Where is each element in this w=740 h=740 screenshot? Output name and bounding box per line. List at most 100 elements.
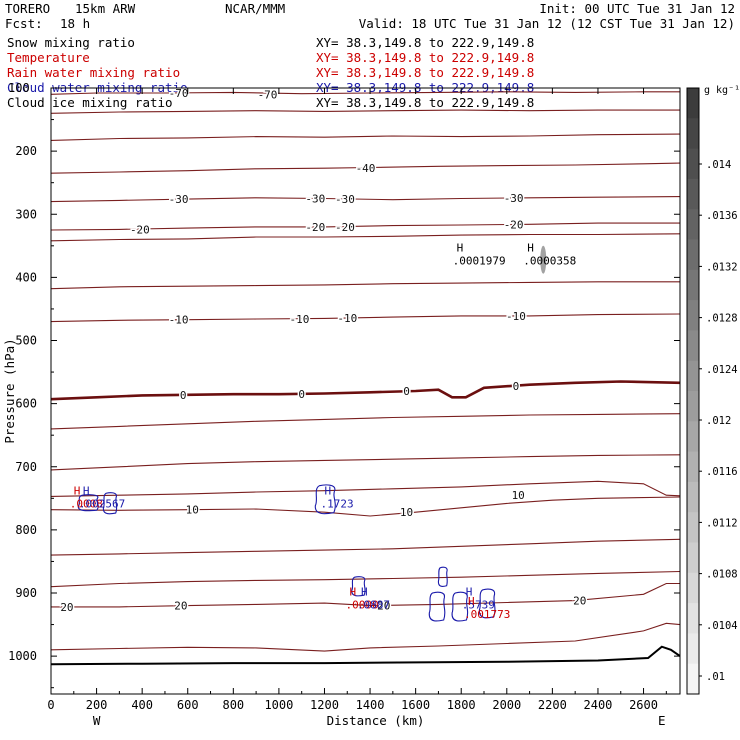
cloud-water-contour: [478, 588, 496, 619]
isotherm-label: 20: [377, 600, 390, 613]
cloud-water-contour: [437, 566, 448, 587]
colorbar-segment: [687, 663, 699, 695]
colorbar-tick-label: .0108: [706, 569, 738, 581]
colorbar-frame: [686, 87, 700, 695]
y-tick-label: 300: [15, 207, 37, 221]
isotherm-label: -20: [305, 221, 325, 234]
colorbar-segment: [687, 300, 699, 331]
isotherm-line: [50, 162, 681, 174]
org-name: NCAR/MMM: [225, 1, 285, 16]
colorbar-segment: [687, 512, 699, 543]
isotherm-line: [50, 496, 681, 517]
isotherm-line: [50, 109, 680, 114]
colorbar-segment: [687, 269, 699, 301]
west-label: W: [93, 713, 101, 728]
y-tick-label: 200: [15, 144, 37, 158]
x-tick-label: 1000: [264, 698, 293, 712]
isotherm-label: 20: [174, 600, 187, 613]
maximum-value: .0008: [70, 498, 103, 511]
isotherm-label: -30: [305, 192, 325, 205]
x-tick-label: 0: [47, 698, 54, 712]
isotherm-label: -10: [169, 314, 189, 327]
model-resolution: 15km ARW: [75, 1, 136, 16]
maximum-value: .0887: [357, 599, 390, 612]
x-axis-label: Distance (km): [327, 713, 425, 728]
colorbar-tick-label: .0124: [706, 364, 738, 376]
cloud-water-contour: [451, 591, 469, 622]
y-tick-label: 400: [15, 270, 37, 284]
isotherm-label: 0: [403, 385, 410, 398]
colorbar-segment: [687, 421, 699, 453]
colorbar-segment: [687, 148, 699, 180]
fcst-value: 18 h: [60, 16, 90, 31]
isotherm-label: 10: [400, 506, 413, 519]
isotherm-line: [50, 454, 681, 471]
cloud-water-contour: [77, 494, 99, 512]
colorbar-segment: [687, 178, 699, 210]
maximum-value: .1723: [320, 498, 353, 511]
isotherm-label: -10: [506, 310, 526, 323]
colorbar-segment: [687, 451, 699, 483]
isotherm-line: [51, 582, 680, 608]
colorbar-tick-label: .0128: [706, 313, 738, 325]
isotherm-label: 0: [513, 380, 520, 393]
isotherm-label: -30: [504, 192, 524, 205]
valid-time: Valid: 18 UTC Tue 31 Jan 12 (12 CST Tue …: [359, 16, 735, 31]
model-name: TORERO: [5, 1, 50, 16]
field-name: Snow mixing ratio: [7, 35, 135, 50]
isotherm-line: [50, 196, 681, 203]
snow-maximum-shading: [540, 245, 547, 274]
east-label: E: [658, 713, 666, 728]
isotherm-label: 10: [512, 489, 525, 502]
isotherm-label: 20: [573, 595, 586, 608]
x-tick-label: 2400: [584, 698, 613, 712]
colorbar-segment: [687, 542, 699, 574]
x-tick-label: 400: [131, 698, 153, 712]
init-time: Init: 00 UTC Tue 31 Jan 12: [539, 1, 735, 16]
isotherm-line: [50, 133, 681, 141]
isotherm-line: [50, 480, 681, 497]
isotherm-label: -30: [335, 193, 355, 206]
colorbar-segment: [687, 391, 699, 422]
isotherm-label: -20: [335, 221, 355, 234]
maximum-marker: H: [83, 485, 90, 498]
isotherm-line: [50, 380, 681, 401]
maximum-marker: H: [74, 485, 81, 498]
maximum-marker: H: [361, 586, 368, 599]
colorbar-segment: [687, 572, 699, 604]
terrain-surface-line: [50, 645, 681, 666]
x-tick-label: 1200: [310, 698, 339, 712]
isotherm-label: 10: [186, 504, 199, 517]
maximum-marker: H: [466, 586, 473, 599]
x-tick-label: 600: [177, 698, 199, 712]
cloud-water-contour: [428, 591, 446, 622]
maximum-value: .002567: [79, 498, 125, 511]
y-tick-label: 500: [15, 334, 37, 348]
colorbar-segment: [687, 239, 699, 271]
isotherm-label: 20: [60, 601, 73, 614]
plot-frame: [50, 87, 681, 695]
field-name: Cloud ice mixing ratio: [7, 95, 173, 110]
colorbar-tick-label: .01: [706, 671, 725, 683]
colorbar-tick-label: .0136: [706, 210, 738, 222]
y-tick-label: 900: [15, 586, 37, 600]
isotherm-line: [50, 281, 680, 290]
colorbar-segment: [687, 481, 699, 513]
maximum-marker: H: [324, 485, 331, 498]
colorbar-segment: [687, 360, 699, 392]
x-tick-label: 2000: [492, 698, 521, 712]
maximum-marker: H: [457, 242, 464, 255]
maximum-value: .0000: [346, 599, 379, 612]
colorbar-tick-label: .012: [706, 415, 731, 427]
x-tick-label: 2600: [629, 698, 658, 712]
y-axis-label: Pressure (hPa): [2, 338, 17, 443]
field-name: Rain water mixing ratio: [7, 65, 180, 80]
x-tick-label: 1800: [447, 698, 476, 712]
colorbar-tick-label: .0104: [706, 620, 738, 632]
isotherm-line: [50, 222, 680, 231]
maximum-value: .0001979: [453, 255, 506, 268]
colorbar-segment: [687, 209, 699, 240]
cloud-water-contour: [314, 484, 336, 515]
isotherm-line: [50, 233, 681, 242]
